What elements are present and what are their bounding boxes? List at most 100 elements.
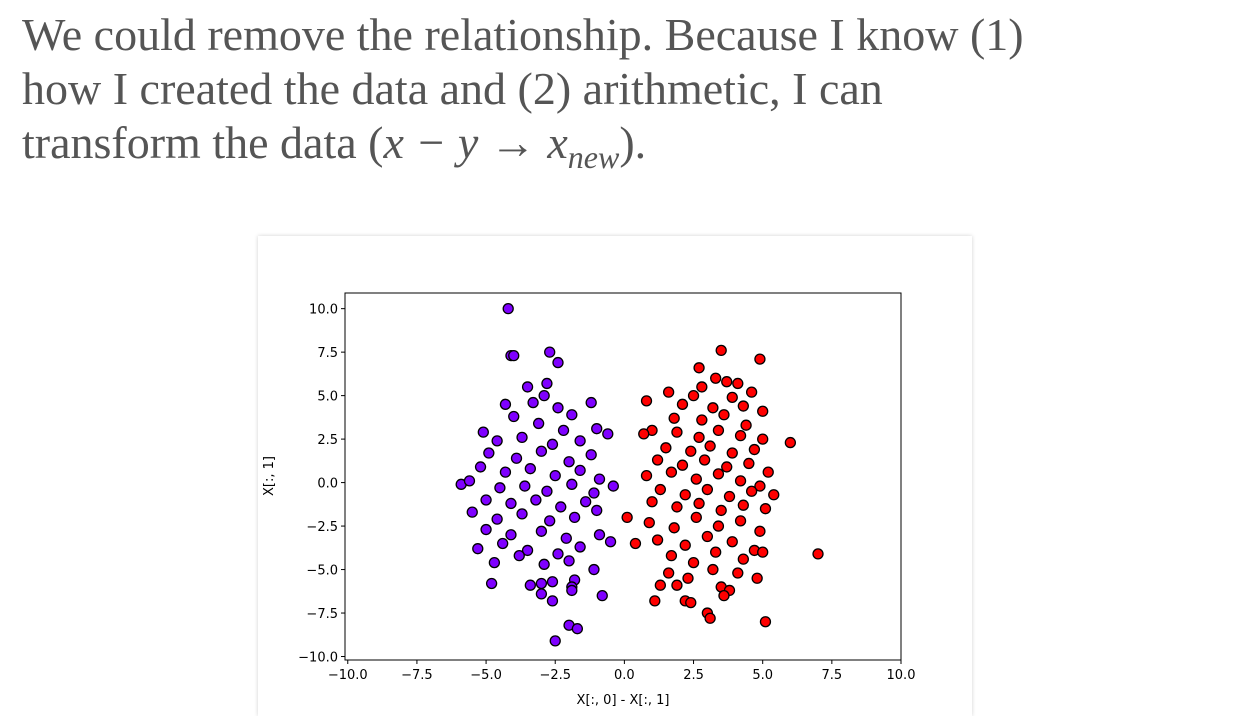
point	[527, 396, 539, 409]
point	[546, 576, 559, 588]
closing: ).	[619, 117, 647, 168]
point	[538, 389, 550, 402]
point	[762, 466, 774, 478]
x-tick-label: −5.0	[470, 668, 502, 683]
point	[754, 525, 766, 537]
point	[721, 376, 733, 388]
y-tick-label: −7.5	[306, 607, 338, 622]
point	[693, 497, 705, 510]
point	[676, 459, 689, 471]
point	[726, 536, 738, 548]
point	[549, 469, 561, 482]
point	[505, 529, 517, 541]
point	[604, 536, 617, 548]
point	[483, 447, 495, 459]
point	[701, 530, 714, 543]
point	[574, 541, 586, 553]
y-tick-label: 7.5	[317, 346, 338, 361]
point	[687, 389, 700, 402]
point	[668, 412, 680, 424]
point	[748, 443, 761, 456]
point	[759, 616, 772, 628]
point	[734, 429, 747, 442]
point	[502, 303, 514, 315]
point	[646, 496, 658, 508]
point	[757, 405, 769, 417]
point	[757, 433, 769, 445]
point	[665, 549, 678, 562]
point	[588, 487, 600, 499]
point	[508, 349, 520, 362]
x-tick-label: 7.5	[822, 668, 843, 683]
point	[690, 473, 702, 485]
x-tick-label: 0.0	[614, 668, 635, 683]
point	[676, 398, 689, 410]
point	[629, 537, 642, 550]
point	[596, 589, 608, 602]
point	[726, 447, 738, 459]
point	[499, 398, 512, 410]
figure-card	[258, 236, 972, 716]
point	[721, 461, 733, 473]
point	[754, 353, 766, 365]
point	[696, 414, 708, 426]
point	[621, 511, 633, 524]
point	[541, 377, 553, 390]
point	[740, 419, 752, 431]
point	[532, 417, 545, 430]
point	[649, 595, 661, 607]
point	[712, 520, 725, 532]
point	[591, 504, 603, 517]
point	[494, 482, 506, 494]
y-tick-label: 5.0	[317, 390, 338, 405]
point	[701, 483, 714, 496]
point	[541, 485, 553, 497]
point	[524, 579, 536, 591]
point	[696, 381, 708, 393]
point	[508, 410, 520, 423]
point	[698, 454, 711, 466]
point	[685, 596, 697, 609]
point	[480, 523, 492, 536]
point	[463, 475, 476, 487]
point	[607, 480, 619, 492]
point	[568, 511, 581, 524]
point	[497, 537, 509, 550]
point	[488, 556, 501, 569]
plot-frame	[344, 292, 902, 661]
paragraph-line: transform the data (x − y → xnew).	[22, 116, 646, 176]
point	[668, 522, 680, 534]
math-subscript: new	[567, 139, 620, 176]
point	[707, 563, 719, 576]
point	[671, 579, 683, 591]
point	[682, 572, 694, 584]
point	[723, 490, 736, 503]
point	[640, 469, 653, 482]
point	[654, 483, 666, 496]
point	[718, 409, 730, 421]
point	[754, 480, 766, 492]
point	[679, 489, 691, 501]
point	[530, 494, 542, 506]
point	[593, 529, 606, 541]
point	[566, 584, 578, 597]
point	[491, 435, 503, 447]
point	[707, 402, 719, 414]
point	[477, 426, 489, 438]
y-tick-label: −5.0	[306, 564, 338, 579]
point	[585, 396, 597, 409]
point	[651, 534, 664, 546]
point	[693, 431, 705, 444]
point	[737, 553, 749, 565]
paragraph-line: We could remove the relationship. Becaus…	[22, 9, 1024, 60]
point	[651, 454, 664, 466]
point	[759, 503, 772, 515]
point	[521, 381, 534, 393]
y-axis-label: X[:, 1]	[262, 456, 277, 496]
point	[555, 501, 567, 513]
point	[466, 506, 478, 518]
math: x − y → x	[383, 117, 568, 168]
paragraph-line: transform the data (	[22, 117, 384, 168]
point	[491, 513, 503, 525]
